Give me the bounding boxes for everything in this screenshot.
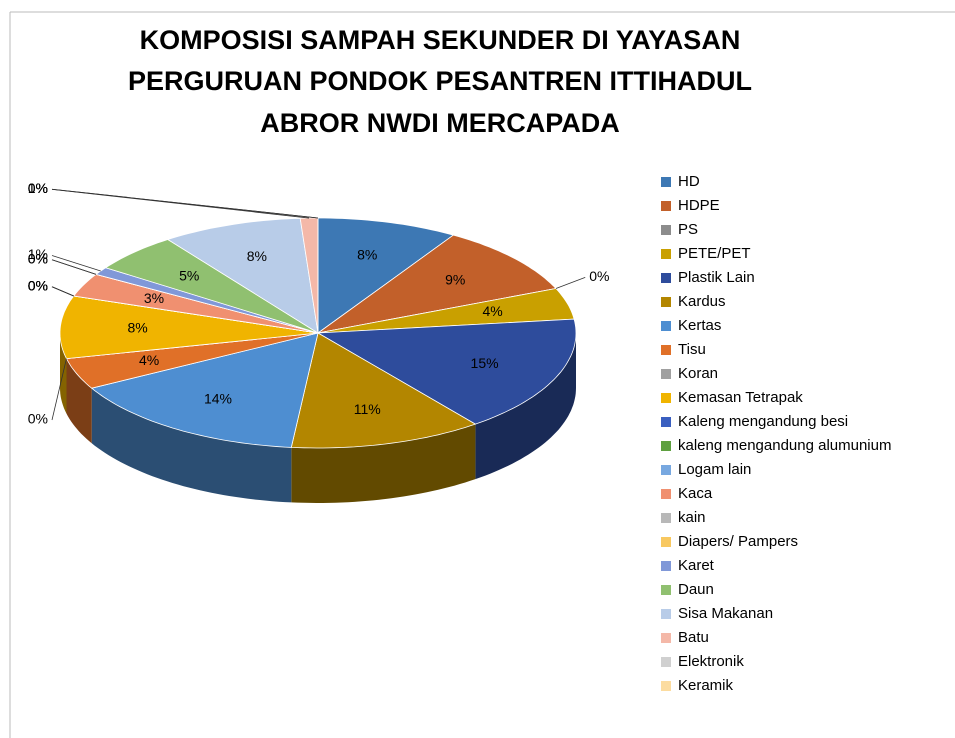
legend-label: HD — [678, 173, 700, 190]
legend-label: Koran — [678, 365, 718, 382]
legend-label: Kaleng mengandung besi — [678, 413, 848, 430]
pie-slice — [65, 332, 319, 389]
legend-label: kaleng mengandung alumunium — [678, 437, 891, 454]
chart-title: ABROR NWDI MERCAPADA — [260, 108, 619, 138]
data-label: 0% — [28, 277, 48, 293]
data-label: 0% — [28, 180, 48, 196]
data-label: 0% — [28, 180, 48, 196]
data-label: 14% — [204, 391, 232, 407]
data-label: 15% — [471, 355, 499, 371]
legend-swatch — [661, 561, 671, 571]
data-label: 0% — [28, 411, 48, 427]
leader-line — [555, 277, 586, 289]
legend-swatch — [661, 441, 671, 451]
legend-label: PETE/PET — [678, 245, 751, 262]
legend-label: Kaca — [678, 485, 713, 502]
legend-swatch — [661, 657, 671, 667]
pie-slice-side — [66, 358, 92, 444]
legend-label: Tisu — [678, 341, 706, 358]
pie-slice — [73, 273, 319, 334]
data-label: 8% — [128, 320, 148, 336]
legend-swatch — [661, 225, 671, 235]
data-label: 1% — [28, 246, 48, 262]
legend-label: PS — [678, 221, 698, 238]
pie-slice — [317, 217, 455, 334]
legend-swatch — [661, 633, 671, 643]
legend-swatch — [661, 345, 671, 355]
legend-label: Sisa Makanan — [678, 605, 773, 622]
legend-label: Keramik — [678, 677, 734, 694]
leader-line — [51, 255, 101, 272]
data-label: 0% — [28, 250, 48, 266]
legend-swatch — [661, 369, 671, 379]
legend-swatch — [661, 681, 671, 691]
data-label: 0% — [589, 268, 609, 284]
leader-line — [51, 358, 67, 421]
legend-swatch — [661, 513, 671, 523]
legend-swatch — [661, 417, 671, 427]
data-label: 8% — [247, 248, 267, 264]
legend-label: Plastik Lain — [678, 269, 755, 286]
leader-line — [51, 259, 97, 275]
data-label: 0% — [28, 250, 48, 266]
legend-label: Daun — [678, 581, 714, 598]
legend-swatch — [661, 249, 671, 259]
pie-slice — [317, 234, 557, 334]
legend-swatch — [661, 585, 671, 595]
legend-swatch — [661, 609, 671, 619]
legend-swatch — [661, 321, 671, 331]
pie-slice — [90, 332, 319, 448]
pie-slice-side — [291, 424, 476, 503]
data-label: 1% — [28, 180, 48, 196]
pie-slice — [316, 318, 577, 425]
leader-line — [51, 188, 319, 219]
data-label: 0% — [28, 277, 48, 293]
legend-label: Kardus — [678, 293, 726, 310]
legend-swatch — [661, 393, 671, 403]
pie-slice-side — [475, 333, 576, 480]
legend-swatch — [661, 537, 671, 547]
legend-label: Kertas — [678, 317, 721, 334]
pie-slice — [317, 288, 575, 334]
chart-title: KOMPOSISI SAMPAH SEKUNDER DI YAYASAN — [140, 25, 741, 55]
leader-line — [51, 286, 74, 297]
legend-swatch — [661, 489, 671, 499]
data-label: 4% — [482, 303, 502, 319]
legend-label: Diapers/ Pampers — [678, 533, 798, 550]
data-label: 8% — [357, 246, 377, 262]
data-label: 3% — [144, 290, 164, 306]
legend-label: Kemasan Tetrapak — [678, 389, 803, 406]
pie-slice — [166, 217, 319, 334]
data-label: 4% — [139, 352, 159, 368]
data-label: 5% — [179, 267, 199, 283]
legend-swatch — [661, 177, 671, 187]
legend-swatch — [661, 465, 671, 475]
pie-slice-side — [91, 388, 292, 503]
legend-label: Elektronik — [678, 653, 744, 670]
data-label: 11% — [354, 401, 381, 417]
data-label: 0% — [28, 277, 48, 293]
pie-slice — [290, 332, 477, 449]
pie-slice — [104, 239, 319, 334]
legend-label: Batu — [678, 629, 709, 646]
legend-swatch — [661, 297, 671, 307]
legend-label: kain — [678, 509, 706, 526]
legend-swatch — [661, 201, 671, 211]
legend-swatch — [661, 273, 671, 283]
pie-slice — [59, 295, 319, 360]
legend-label: Logam lain — [678, 461, 751, 478]
legend-label: HDPE — [678, 197, 720, 214]
chart-title: PERGURUAN PONDOK PESANTREN ITTIHADUL — [128, 66, 752, 96]
legend-label: Karet — [678, 557, 715, 574]
data-label: 9% — [445, 271, 465, 287]
